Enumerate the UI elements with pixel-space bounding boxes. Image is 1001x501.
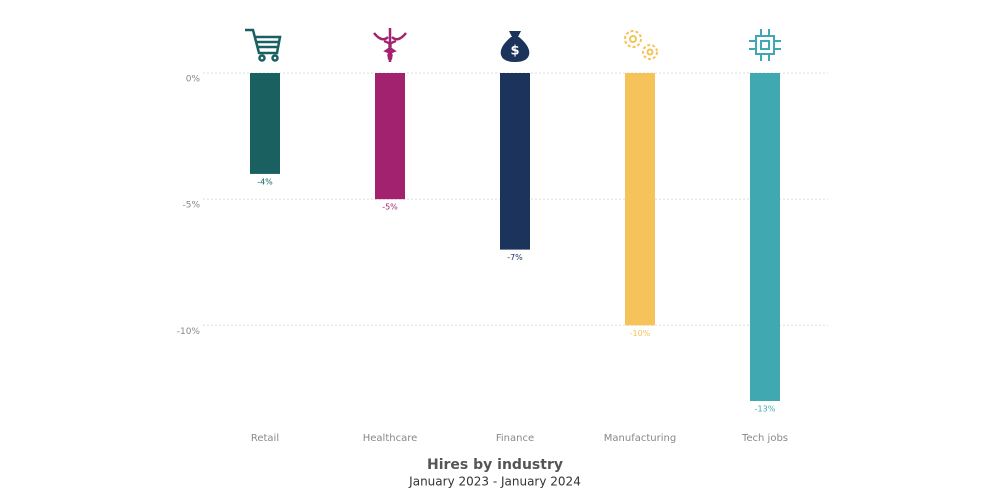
x-tick-label: Finance	[496, 433, 534, 444]
finance-icon: $	[500, 31, 530, 62]
value-label: -5%	[382, 203, 398, 212]
x-tick-label: Healthcare	[363, 433, 418, 444]
bar	[500, 73, 530, 250]
bar	[250, 73, 280, 174]
tech-icon	[749, 29, 781, 61]
value-label: -13%	[755, 405, 776, 414]
bar	[375, 73, 405, 200]
x-tick-label: Tech jobs	[741, 433, 788, 444]
x-tick-label: Manufacturing	[604, 433, 676, 444]
value-label: -4%	[257, 177, 273, 186]
retail-icon	[245, 28, 282, 62]
healthcare-icon	[373, 28, 407, 62]
bar	[750, 73, 780, 401]
chart-title: Hires by industry	[427, 457, 563, 473]
y-tick-label: -5%	[182, 201, 200, 211]
y-tick-label: -10%	[177, 327, 201, 337]
bar	[625, 73, 655, 326]
svg-text:$: $	[510, 44, 519, 59]
value-label: -7%	[507, 253, 523, 262]
manufacturing-icon	[624, 30, 658, 60]
y-tick-label: 0%	[186, 75, 201, 85]
icons: $	[245, 28, 781, 62]
x-tick-label: Retail	[251, 433, 279, 444]
chart-subtitle: January 2023 - January 2024	[408, 475, 581, 489]
value-label: -10%	[630, 329, 651, 338]
